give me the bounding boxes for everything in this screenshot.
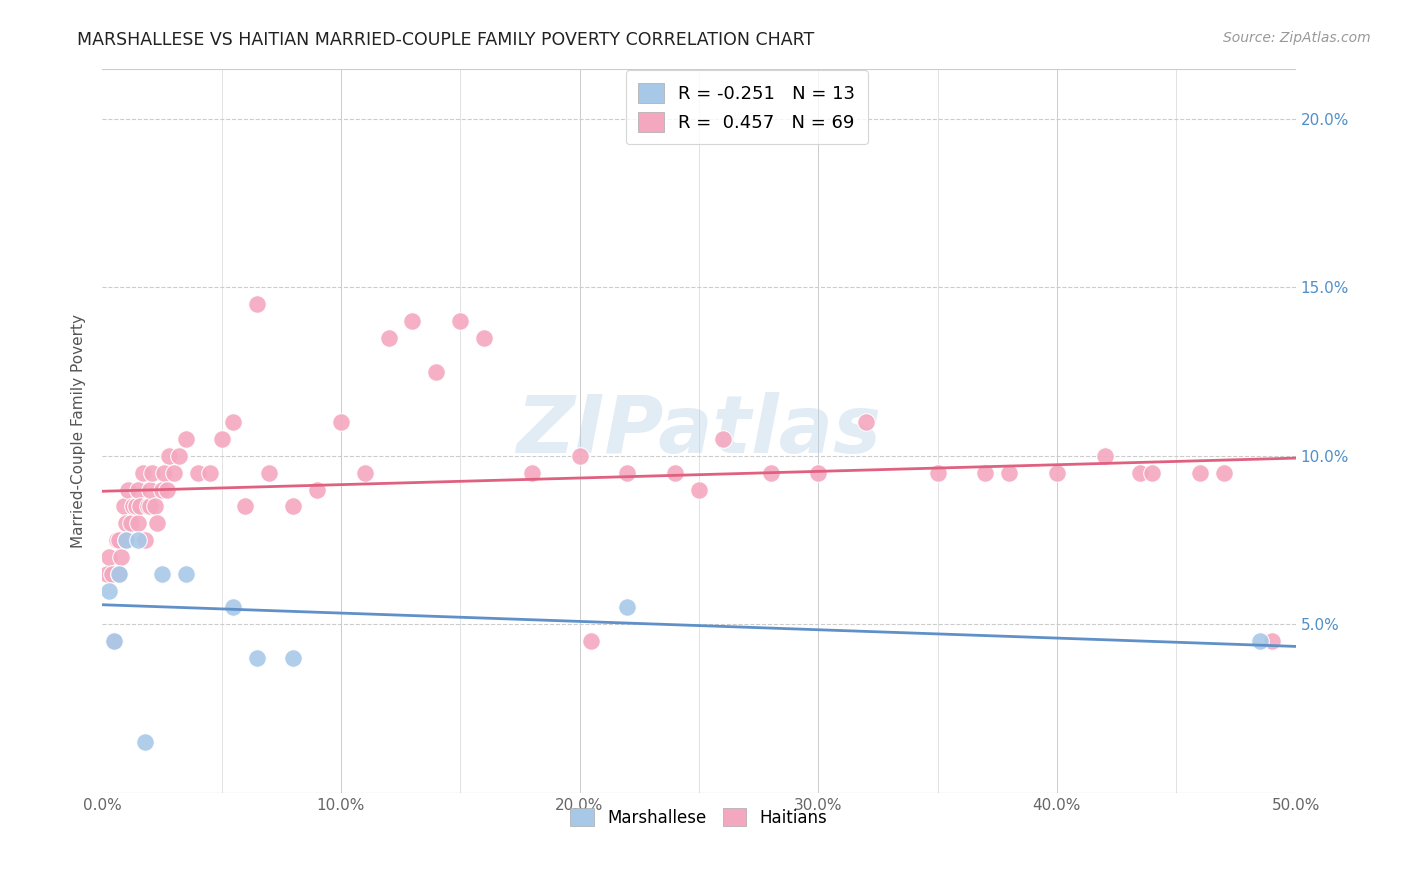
Point (568, 449, 591, 463)
Point (198, 466, 221, 480)
Point (163, 466, 186, 480)
Y-axis label: Married-Couple Family Poverty: Married-Couple Family Poverty (72, 314, 86, 548)
Point (174, 432, 197, 446)
Point (581, 634, 603, 648)
Point (187, 466, 209, 480)
Point (353, 466, 375, 480)
Point (1213, 466, 1236, 480)
Point (127, 483, 149, 497)
Point (132, 466, 155, 480)
Point (150, 483, 173, 497)
Point (157, 449, 180, 463)
Point (150, 566, 173, 581)
Point (98, 549, 121, 564)
Point (235, 500, 257, 514)
Point (259, 466, 281, 480)
Point (98, 583, 121, 598)
Point (222, 415, 245, 429)
Point (100, 566, 122, 581)
Legend: Marshallese, Haitians: Marshallese, Haitians (562, 799, 835, 835)
Point (1046, 466, 1069, 480)
Point (449, 314, 471, 328)
Point (520, 466, 543, 480)
Point (174, 566, 197, 581)
Point (96, 566, 118, 581)
Point (103, 634, 125, 648)
Point (246, 297, 269, 311)
Text: Source: ZipAtlas.com: Source: ZipAtlas.com (1223, 31, 1371, 45)
Point (927, 466, 949, 480)
Point (425, 365, 447, 379)
Point (305, 483, 328, 497)
Point (129, 500, 152, 514)
Point (146, 516, 169, 531)
Point (156, 483, 179, 497)
Point (143, 500, 166, 514)
Point (139, 483, 162, 497)
Point (112, 500, 135, 514)
Point (1142, 466, 1164, 480)
Point (998, 466, 1021, 480)
Point (283, 500, 305, 514)
Point (807, 466, 830, 480)
Point (616, 600, 638, 615)
Point (141, 466, 163, 480)
Point (688, 483, 710, 497)
Point (1129, 466, 1152, 480)
Point (377, 331, 399, 345)
Point (108, 566, 131, 581)
Text: ZIPatlas: ZIPatlas (516, 392, 882, 469)
Text: MARSHALLESE VS HAITIAN MARRIED-COUPLE FAMILY POVERTY CORRELATION CHART: MARSHALLESE VS HAITIAN MARRIED-COUPLE FA… (77, 31, 814, 49)
Point (472, 331, 495, 345)
Point (108, 566, 131, 581)
Point (664, 466, 686, 480)
Point (1094, 449, 1116, 463)
Point (1249, 634, 1271, 648)
Point (222, 600, 245, 615)
Point (1189, 466, 1212, 480)
Point (1260, 634, 1282, 648)
Point (103, 634, 125, 648)
Point (711, 432, 734, 446)
Point (283, 651, 305, 665)
Point (211, 432, 233, 446)
Point (108, 533, 131, 547)
Point (127, 533, 149, 547)
Point (117, 483, 139, 497)
Point (401, 314, 423, 328)
Point (120, 516, 142, 531)
Point (134, 735, 156, 749)
Point (329, 415, 352, 429)
Point (127, 516, 149, 531)
Point (134, 533, 156, 547)
Point (115, 516, 138, 531)
Point (110, 549, 132, 564)
Point (136, 500, 159, 514)
Point (167, 449, 190, 463)
Point (122, 500, 145, 514)
Point (246, 651, 269, 665)
Point (124, 500, 146, 514)
Point (759, 466, 782, 480)
Point (974, 466, 997, 480)
Point (153, 466, 176, 480)
Point (139, 500, 162, 514)
Point (115, 533, 138, 547)
Point (616, 466, 638, 480)
Point (115, 533, 138, 547)
Point (105, 533, 128, 547)
Point (855, 415, 877, 429)
